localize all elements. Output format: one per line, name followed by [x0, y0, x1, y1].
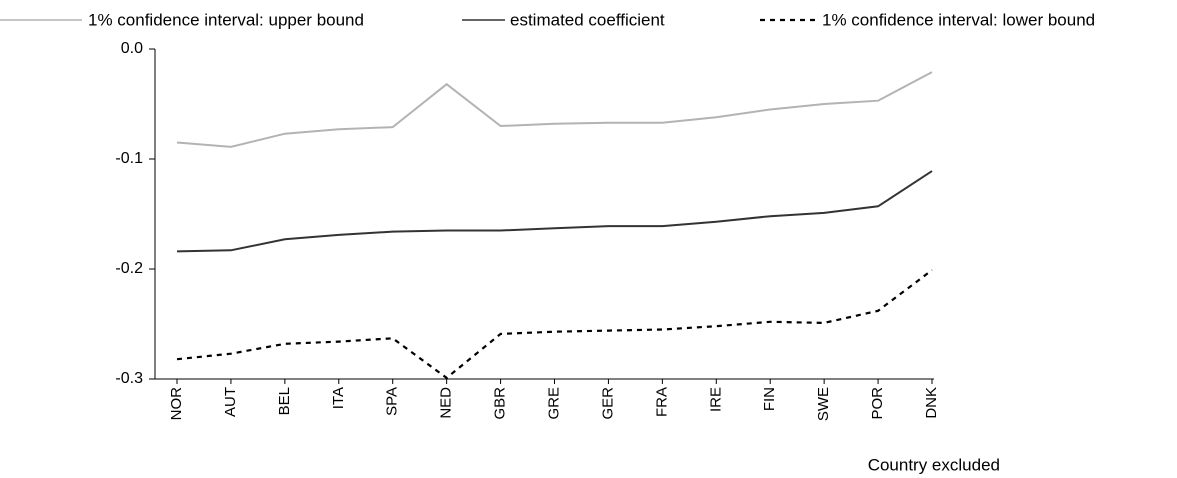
x-tick-label: GBR: [492, 387, 509, 420]
x-tick-label: GER: [599, 387, 616, 420]
x-tick-label: FRA: [653, 387, 670, 417]
data-line: [176, 170, 933, 253]
x-axis-title: Country excluded: [868, 455, 1000, 474]
x-tick-label: IRE: [707, 387, 724, 412]
y-tick-label: -0.3: [115, 370, 143, 387]
y-tick-label: -0.2: [115, 260, 143, 277]
data-line: [176, 71, 933, 148]
data-line: [176, 269, 933, 380]
legend-label: estimated coefficient: [510, 10, 665, 29]
x-tick-label: POR: [869, 387, 886, 420]
x-tick-label: NED: [438, 387, 455, 419]
y-tick-label: 0.0: [121, 40, 143, 57]
x-tick-label: GRE: [545, 387, 562, 420]
x-tick-label: NOR: [168, 387, 185, 421]
x-tick-label: ITA: [330, 387, 347, 409]
x-tick-label: FIN: [761, 387, 778, 411]
x-tick-label: SPA: [384, 387, 401, 416]
legend-label: 1% confidence interval: upper bound: [88, 10, 364, 29]
y-tick-label: -0.1: [115, 150, 143, 167]
legend-label: 1% confidence interval: lower bound: [822, 10, 1095, 29]
x-tick-label: SWE: [815, 387, 832, 421]
x-tick-label: AUT: [222, 387, 239, 417]
x-tick-label: BEL: [276, 387, 293, 415]
x-tick-label: DNK: [923, 387, 940, 419]
